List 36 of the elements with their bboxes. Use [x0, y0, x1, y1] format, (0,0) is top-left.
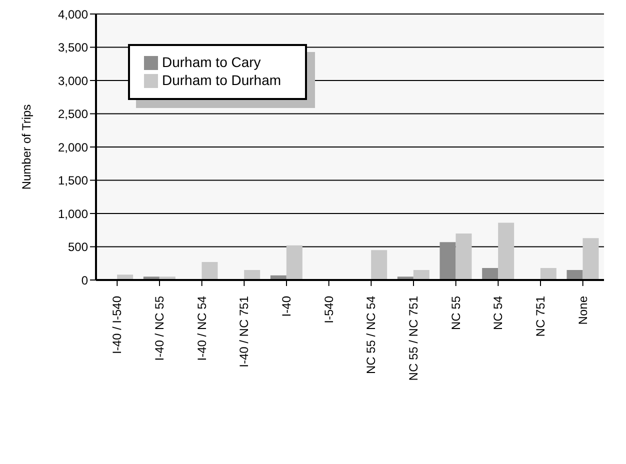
bar [413, 270, 430, 280]
x-tick-label: None [576, 296, 590, 325]
x-tick-label: NC 55 / NC 751 [406, 296, 420, 381]
y-tick-label: 0 [81, 273, 88, 288]
x-tick-label: NC 54 [491, 296, 506, 330]
bar [456, 233, 472, 280]
y-tick-label: 3,000 [58, 74, 88, 88]
x-tick-label: I-540 [322, 296, 336, 324]
x-tick-label: NC 55 [448, 296, 463, 330]
y-tick-label: 3,500 [58, 40, 88, 55]
bar [244, 270, 260, 280]
bar [286, 245, 302, 280]
bar [482, 268, 498, 280]
bar [371, 250, 388, 280]
x-tick-label: NC 751 [534, 296, 548, 337]
bar [440, 242, 456, 280]
x-tick-label: I-40 / I-540 [110, 296, 124, 354]
bar [498, 222, 514, 280]
y-tick-label: 2,000 [58, 140, 88, 154]
bar [202, 262, 218, 280]
y-tick-label: 1,000 [58, 206, 88, 221]
x-tick-label: NC 55 / NC 54 [364, 296, 378, 374]
y-tick-label: 500 [68, 240, 88, 254]
bar [582, 238, 599, 280]
y-tick-label: 4,000 [58, 7, 88, 22]
x-tick-label: I-40 / NC 54 [194, 296, 209, 361]
x-tick-label: I-40 / NC 55 [152, 296, 166, 361]
legend-label: Durham to Durham [162, 72, 282, 88]
x-tick-label: I-40 [280, 296, 294, 317]
bar [566, 270, 583, 280]
bar [540, 268, 556, 280]
y-axis-title: Number of Trips [19, 104, 34, 190]
y-tick-label: 2,500 [58, 107, 88, 122]
y-tick-label: 1,500 [58, 174, 88, 188]
legend-label: Durham to Cary [162, 54, 261, 70]
x-tick-label: I-40 / NC 751 [237, 296, 252, 368]
